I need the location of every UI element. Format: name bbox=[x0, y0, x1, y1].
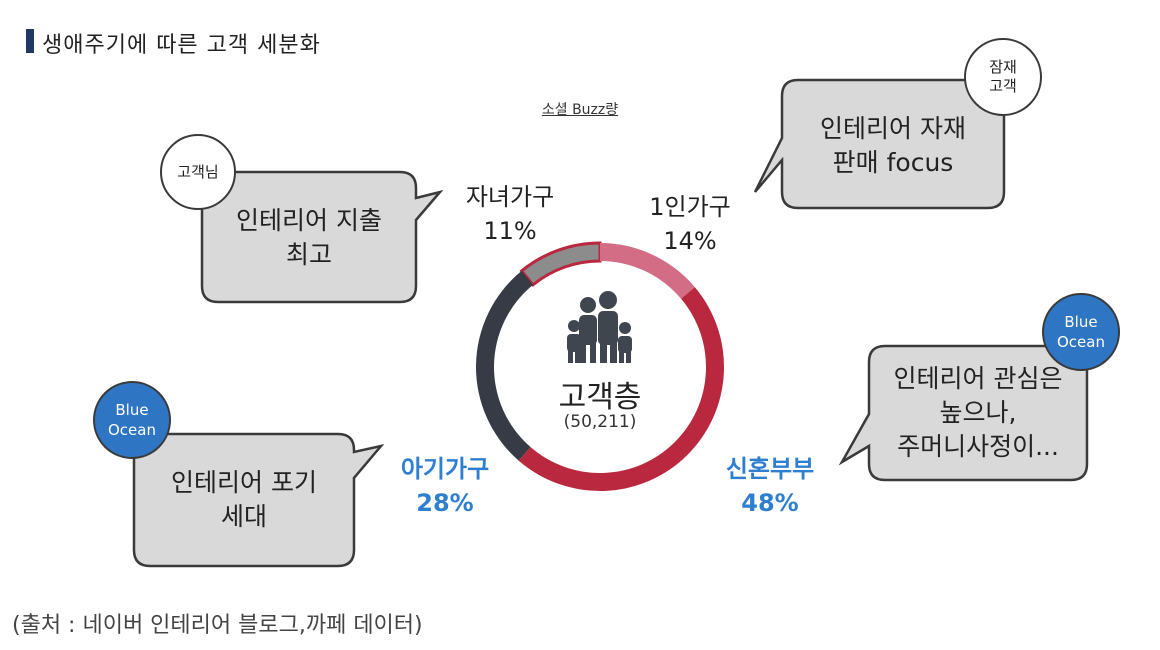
bubble-single-line2: 판매 focus bbox=[832, 148, 954, 177]
bubble-newlywed-line1: 인테리어 관심은 bbox=[893, 364, 1063, 393]
segment-label-single: 1인가구 14% bbox=[620, 190, 760, 258]
blue-ocean-newlywed-line1: Blue bbox=[1064, 313, 1098, 331]
donut-segment-children bbox=[519, 241, 602, 287]
page-title: 생애주기에 따른 고객 세분화 bbox=[42, 33, 321, 58]
bubble-newlywed-line3: 주머니사정이... bbox=[897, 432, 1059, 461]
bubble-text-newlywed: 인테리어 관심은 높으나, 주머니사정이... bbox=[869, 362, 1087, 464]
family-icon bbox=[567, 291, 632, 363]
segment-pct-baby: 28% bbox=[416, 489, 474, 517]
segment-name-single: 1인가구 bbox=[649, 193, 731, 221]
donut-segment-single bbox=[600, 243, 695, 299]
bubble-text-single: 인테리어 자재 판매 focus bbox=[782, 112, 1004, 180]
segment-label-children: 자녀가구 11% bbox=[440, 180, 580, 248]
blue-ocean-baby-line2: Ocean bbox=[108, 421, 156, 439]
donut-segment-baby bbox=[476, 270, 533, 461]
bubble-baby-line1: 인테리어 포기 bbox=[171, 468, 317, 497]
bubble-children-line1: 인테리어 지출 bbox=[236, 206, 382, 235]
tag-potential-line1: 잠재 bbox=[989, 58, 1017, 76]
chart-label: 소셜 Buzz량 bbox=[541, 102, 619, 118]
tag-potential-line2: 고객 bbox=[989, 77, 1017, 95]
center-count: (50,211) bbox=[563, 412, 637, 432]
blue-ocean-baby-line1: Blue bbox=[115, 401, 149, 419]
bubble-text-children: 인테리어 지출 최고 bbox=[202, 204, 416, 272]
segment-label-newlywed: 신혼부부 48% bbox=[700, 452, 840, 520]
donut-segment-newlywed bbox=[518, 287, 724, 492]
segment-name-baby: 아기가구 bbox=[400, 455, 490, 483]
bubble-single-line1: 인테리어 자재 bbox=[820, 114, 966, 143]
bubble-newlywed-line2: 높으나, bbox=[939, 398, 1017, 427]
donut-chart bbox=[476, 241, 724, 492]
segment-pct-newlywed: 48% bbox=[741, 489, 799, 517]
segment-name-newlywed: 신혼부부 bbox=[725, 455, 815, 483]
source-footnote: (출처 : 네이버 인테리어 블로그,까페 데이터) bbox=[12, 613, 423, 638]
blue-ocean-text-newlywed: Blue Ocean bbox=[1043, 312, 1119, 352]
bubble-children-line2: 최고 bbox=[285, 240, 332, 269]
bubble-baby-line2: 세대 bbox=[220, 502, 267, 531]
tag-text-potential: 잠재 고객 bbox=[965, 58, 1041, 96]
blue-ocean-newlywed-line2: Ocean bbox=[1057, 333, 1105, 351]
tag-text-customer: 고객님 bbox=[177, 163, 219, 181]
segment-pct-children: 11% bbox=[483, 217, 537, 245]
tag-circle-potential bbox=[964, 38, 1042, 116]
blue-ocean-badge-newlywed bbox=[1042, 293, 1120, 371]
blue-ocean-text-baby: Blue Ocean bbox=[94, 400, 170, 440]
segment-label-baby: 아기가구 28% bbox=[375, 452, 515, 520]
bubble-text-baby: 인테리어 포기 세대 bbox=[134, 466, 354, 534]
segment-name-children: 자녀가구 bbox=[465, 183, 555, 211]
title-accent-bar bbox=[26, 29, 34, 53]
center-title: 고객층 bbox=[558, 380, 642, 415]
blue-ocean-badge-baby bbox=[93, 381, 171, 459]
tag-circle-customer bbox=[160, 134, 236, 210]
segment-pct-single: 14% bbox=[663, 227, 717, 255]
